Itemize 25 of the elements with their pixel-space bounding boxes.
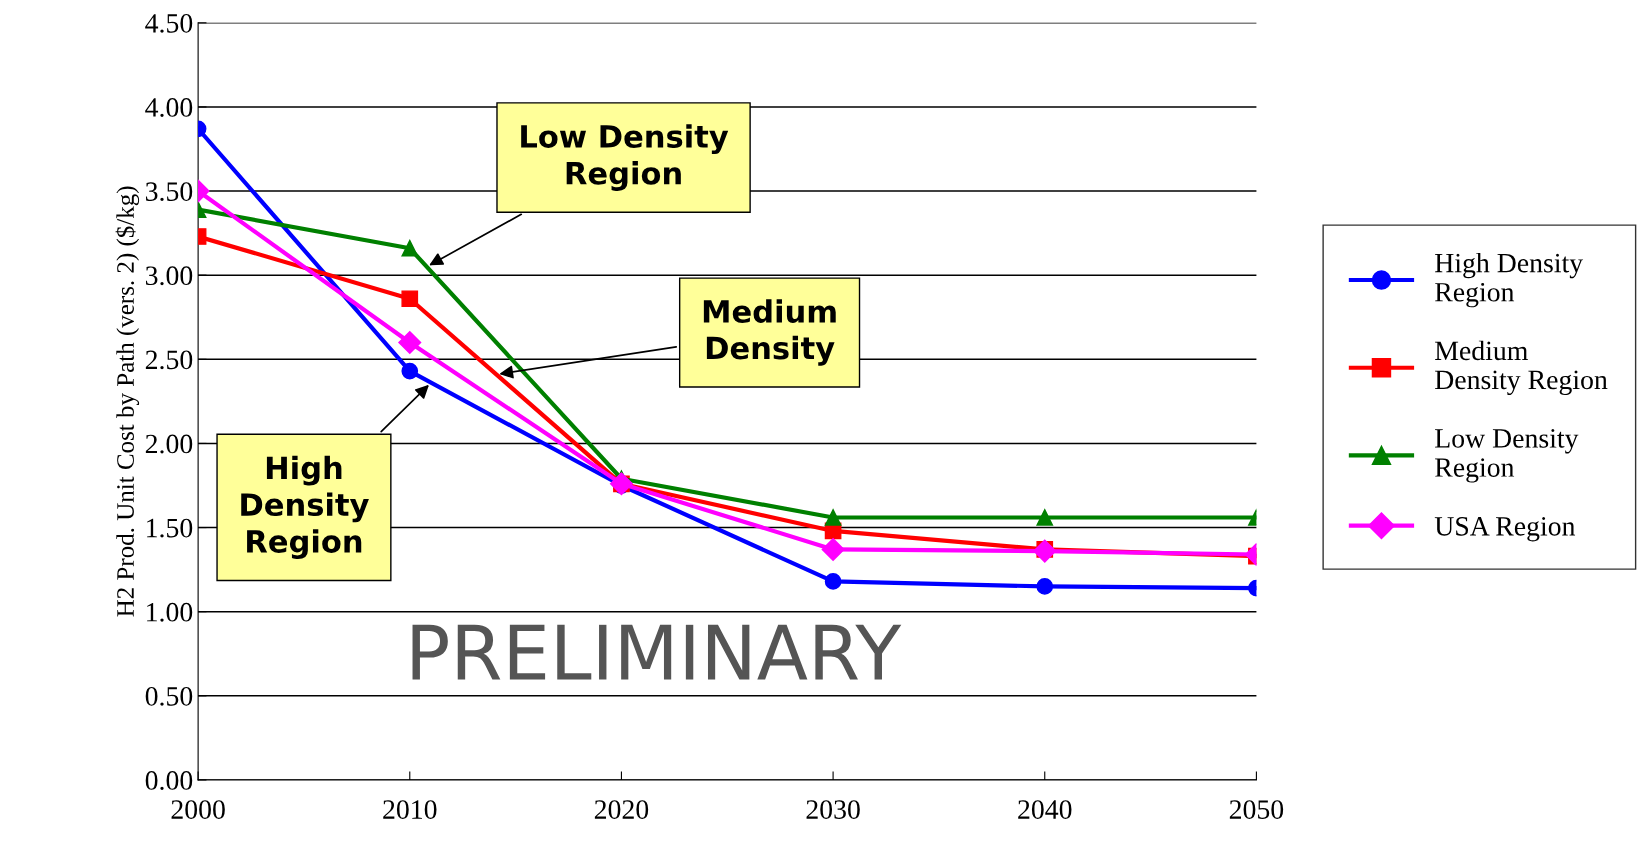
y-tick-label: 0.50: [145, 686, 193, 706]
x-tick-label: 2020: [594, 800, 649, 819]
y-axis-title: H2 Prod. Unit Cost by Path (vers. 2) ($/kg): [115, 186, 140, 617]
y-tick-label: 0.00: [145, 771, 193, 790]
y-tick-label: 4.00: [145, 98, 193, 117]
legend-label: USA Region: [1434, 516, 1576, 542]
y-tick-label: 4.50: [145, 13, 193, 33]
annotation: Low Density Region: [521, 124, 729, 191]
annotation: High Density Region: [241, 455, 369, 560]
legend-label: Low Density Region: [1435, 429, 1579, 483]
y-tick-label: 3.00: [145, 266, 193, 286]
y-tick-label: 1.50: [147, 518, 193, 538]
legend-label: Medium Density Region: [1435, 340, 1608, 395]
legend-label: High Density Region: [1435, 252, 1584, 308]
y-tick-label: 2.00: [145, 434, 193, 454]
y-tick-label: 2.50: [145, 350, 193, 370]
annotation: Medium Density: [703, 299, 836, 366]
y-tick-label: 1.00: [147, 602, 193, 622]
annotation: PRELIMINARY: [412, 624, 902, 680]
x-tick-label: 2040: [1018, 800, 1072, 819]
x-tick-label: 2010: [383, 800, 437, 819]
x-tick-label: 2030: [806, 800, 860, 819]
y-tick-label: 3.50: [145, 182, 193, 202]
x-tick-label: 2000: [171, 800, 225, 819]
x-tick-label: 2050: [1229, 800, 1284, 819]
